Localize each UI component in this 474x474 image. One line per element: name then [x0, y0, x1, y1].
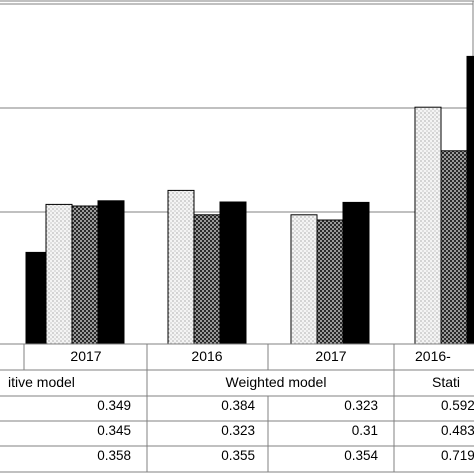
bar-checkered [71, 205, 99, 345]
bar-solid [466, 55, 474, 345]
bar-dotted [290, 214, 318, 345]
bar-solid [219, 201, 247, 345]
table-cell-r2-c4: 0.31 [352, 423, 378, 438]
x-tick-year-5: 2016- [415, 348, 451, 364]
bar-solid [97, 200, 125, 345]
bar-checkered [440, 150, 468, 345]
data-table: 2017 2016 2017 2016- itive model Weighte… [0, 343, 474, 473]
table-cell-r3-c3: 0.355 [221, 448, 255, 463]
x-tick-year-3: 2016 [191, 348, 222, 364]
table-cell-r1-c4: 0.323 [344, 398, 378, 413]
model-label-2: itive model [8, 374, 75, 390]
bar-dotted [414, 106, 442, 345]
table-cell-r1-c5: 0.592 [441, 398, 474, 413]
table-cell-r3-c4: 0.354 [344, 448, 378, 463]
bar-solid [342, 201, 370, 345]
model-label-5: Stati [432, 374, 460, 390]
table-cell-r2-c3: 0.323 [221, 423, 255, 438]
table-cell-r3-c2: 0.358 [97, 448, 131, 463]
table-cell-r3-c5: 0.719 [441, 448, 474, 463]
bar-checkered [316, 219, 344, 345]
table-cell-r1-c3: 0.384 [221, 398, 255, 413]
table-cell-r2-c2: 0.345 [97, 423, 131, 438]
gridlines [0, 3, 473, 213]
table-cell-r2-c5: 0.483 [441, 423, 474, 438]
x-tick-year-2: 2017 [70, 348, 101, 364]
model-label-3: Weighted model [226, 374, 327, 390]
x-tick-year-4: 2017 [315, 348, 346, 364]
table-grid [0, 343, 474, 473]
bars [25, 55, 474, 345]
bar-dotted [45, 203, 73, 345]
table-cell-r1-c2: 0.349 [97, 398, 131, 413]
bar-checkered [193, 214, 221, 345]
bar-dotted [167, 189, 195, 345]
